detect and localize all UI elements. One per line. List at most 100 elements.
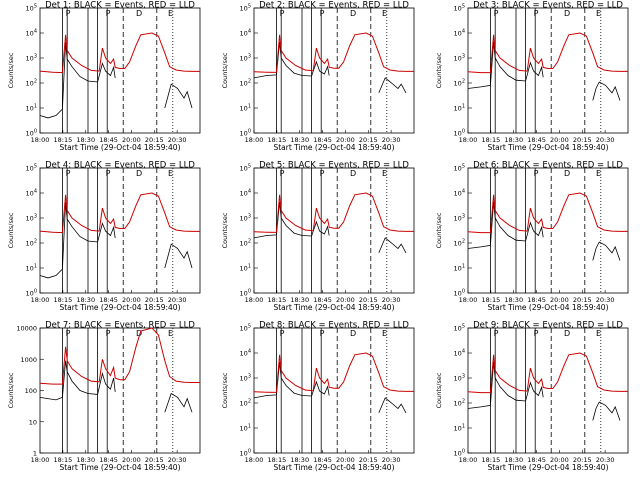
x-tick-label: 18:15: [267, 136, 286, 144]
series-events: [378, 77, 407, 94]
x-tick-label: 18:45: [313, 456, 332, 464]
x-tick-label: 18:15: [53, 296, 72, 304]
y-tick-label: 105: [454, 164, 465, 173]
x-tick-label: 20:15: [573, 456, 592, 464]
marker-label: P: [66, 9, 71, 18]
marker-label: E: [168, 9, 173, 18]
marker-label: P: [280, 169, 285, 178]
marker-label: P: [320, 329, 325, 338]
x-tick-label: 20:00: [336, 296, 355, 304]
series-lld: [467, 352, 628, 394]
y-tick-label: 100: [26, 289, 37, 298]
marker-label: E: [596, 169, 601, 178]
x-tick-label: 18:00: [31, 456, 50, 464]
x-tick-label: 20:00: [336, 136, 355, 144]
y-tick-label: 101: [454, 104, 465, 113]
panel-det-5: P P D E 18:00 18:15 18:30 18:45 20:00 20:15 20:30 1…: [221, 161, 415, 312]
x-tick-label: 20:30: [382, 456, 401, 464]
y-tick-label: 101: [454, 424, 465, 433]
series-events: [467, 41, 544, 89]
plot-frame: [467, 167, 629, 294]
x-tick-label: 20:00: [336, 456, 355, 464]
y-tick-label: 100: [454, 289, 465, 298]
marker-label: P: [66, 329, 71, 338]
y-tick-label: 104: [240, 29, 251, 38]
x-tick-label: 20:30: [596, 296, 615, 304]
x-tick-label: 18:30: [504, 136, 523, 144]
series-lld: [39, 327, 200, 385]
y-tick-label: 1: [33, 450, 37, 458]
x-tick-label: 18:30: [290, 296, 309, 304]
marker-label: D: [564, 329, 570, 338]
marker-label: P: [494, 9, 499, 18]
x-tick-label: 18:15: [267, 456, 286, 464]
marker-label: P: [106, 9, 111, 18]
x-tick-label: 18:45: [313, 136, 332, 144]
y-axis-label: Counts/sec: [435, 52, 443, 88]
series-events: [378, 397, 407, 414]
y-tick-label: 104: [454, 29, 465, 38]
marker-label: D: [136, 329, 142, 338]
y-axis-label: Counts/sec: [221, 212, 229, 248]
series-events: [39, 42, 116, 119]
x-tick-label: 18:45: [99, 136, 118, 144]
series-events: [164, 392, 193, 413]
x-tick-label: 20:30: [382, 136, 401, 144]
y-tick-label: 102: [454, 79, 465, 88]
series-events: [592, 401, 621, 421]
x-tick-label: 20:15: [359, 456, 378, 464]
marker-label: P: [320, 169, 325, 178]
y-tick-label: 100: [240, 449, 251, 458]
x-tick-label: 18:15: [267, 296, 286, 304]
panel-det-4: P P D E 18:00 18:15 18:30 18:45 20:00 20:15 20:30 1…: [7, 161, 201, 312]
x-tick-label: 20:30: [168, 296, 187, 304]
y-tick-label: 102: [26, 79, 37, 88]
x-tick-label: 20:00: [550, 136, 569, 144]
y-axis-label: Counts/sec: [7, 212, 15, 248]
marker-label: D: [350, 169, 356, 178]
x-tick-label: 20:00: [550, 456, 569, 464]
y-tick-label: 103: [26, 214, 37, 223]
panel-det-2: P P D E 18:00 18:15 18:30 18:45 20:00 20:15 20:30 1…: [221, 1, 415, 152]
marker-label: P: [280, 9, 285, 18]
x-tick-label: 18:45: [99, 456, 118, 464]
x-tick-label: 20:00: [122, 456, 141, 464]
y-tick-label: 104: [240, 349, 251, 358]
x-tick-label: 20:30: [168, 456, 187, 464]
y-axis-label: Counts/sec: [221, 52, 229, 88]
x-tick-label: 18:00: [245, 296, 264, 304]
x-axis-label: Start Time (29-Oct-04 18:59:40): [273, 143, 394, 152]
marker-label: D: [564, 9, 570, 18]
marker-label: E: [168, 169, 173, 178]
y-tick-label: 101: [26, 104, 37, 113]
plot-frame: [39, 7, 201, 134]
y-tick-label: 1000: [20, 356, 37, 364]
y-tick-label: 101: [240, 104, 251, 113]
panel-title: Det 9: BLACK = Events, RED = LLD: [473, 321, 623, 331]
x-axis-label: Start Time (29-Oct-04 18:59:40): [59, 463, 180, 472]
x-tick-label: 18:45: [527, 456, 546, 464]
x-tick-label: 18:00: [31, 296, 50, 304]
y-tick-label: 103: [240, 214, 251, 223]
x-tick-label: 20:15: [359, 296, 378, 304]
x-tick-label: 18:00: [245, 136, 264, 144]
series-lld: [253, 352, 414, 393]
series-lld: [253, 192, 414, 233]
marker-label: E: [168, 329, 173, 338]
x-tick-label: 18:45: [527, 296, 546, 304]
x-tick-label: 18:00: [459, 136, 478, 144]
panel-det-6: P P D E 18:00 18:15 18:30 18:45 20:00 20:15 20:30 1…: [435, 161, 629, 312]
series-events: [592, 241, 621, 261]
x-tick-label: 18:15: [481, 456, 500, 464]
y-tick-label: 102: [240, 239, 251, 248]
marker-label: D: [350, 9, 356, 18]
marker-label: P: [106, 169, 111, 178]
x-tick-label: 20:30: [596, 456, 615, 464]
marker-label: P: [494, 329, 499, 338]
series-events: [467, 201, 544, 249]
x-tick-label: 18:30: [76, 136, 95, 144]
y-tick-label: 104: [26, 29, 37, 38]
x-tick-label: 20:15: [145, 456, 164, 464]
x-tick-label: 18:00: [459, 296, 478, 304]
